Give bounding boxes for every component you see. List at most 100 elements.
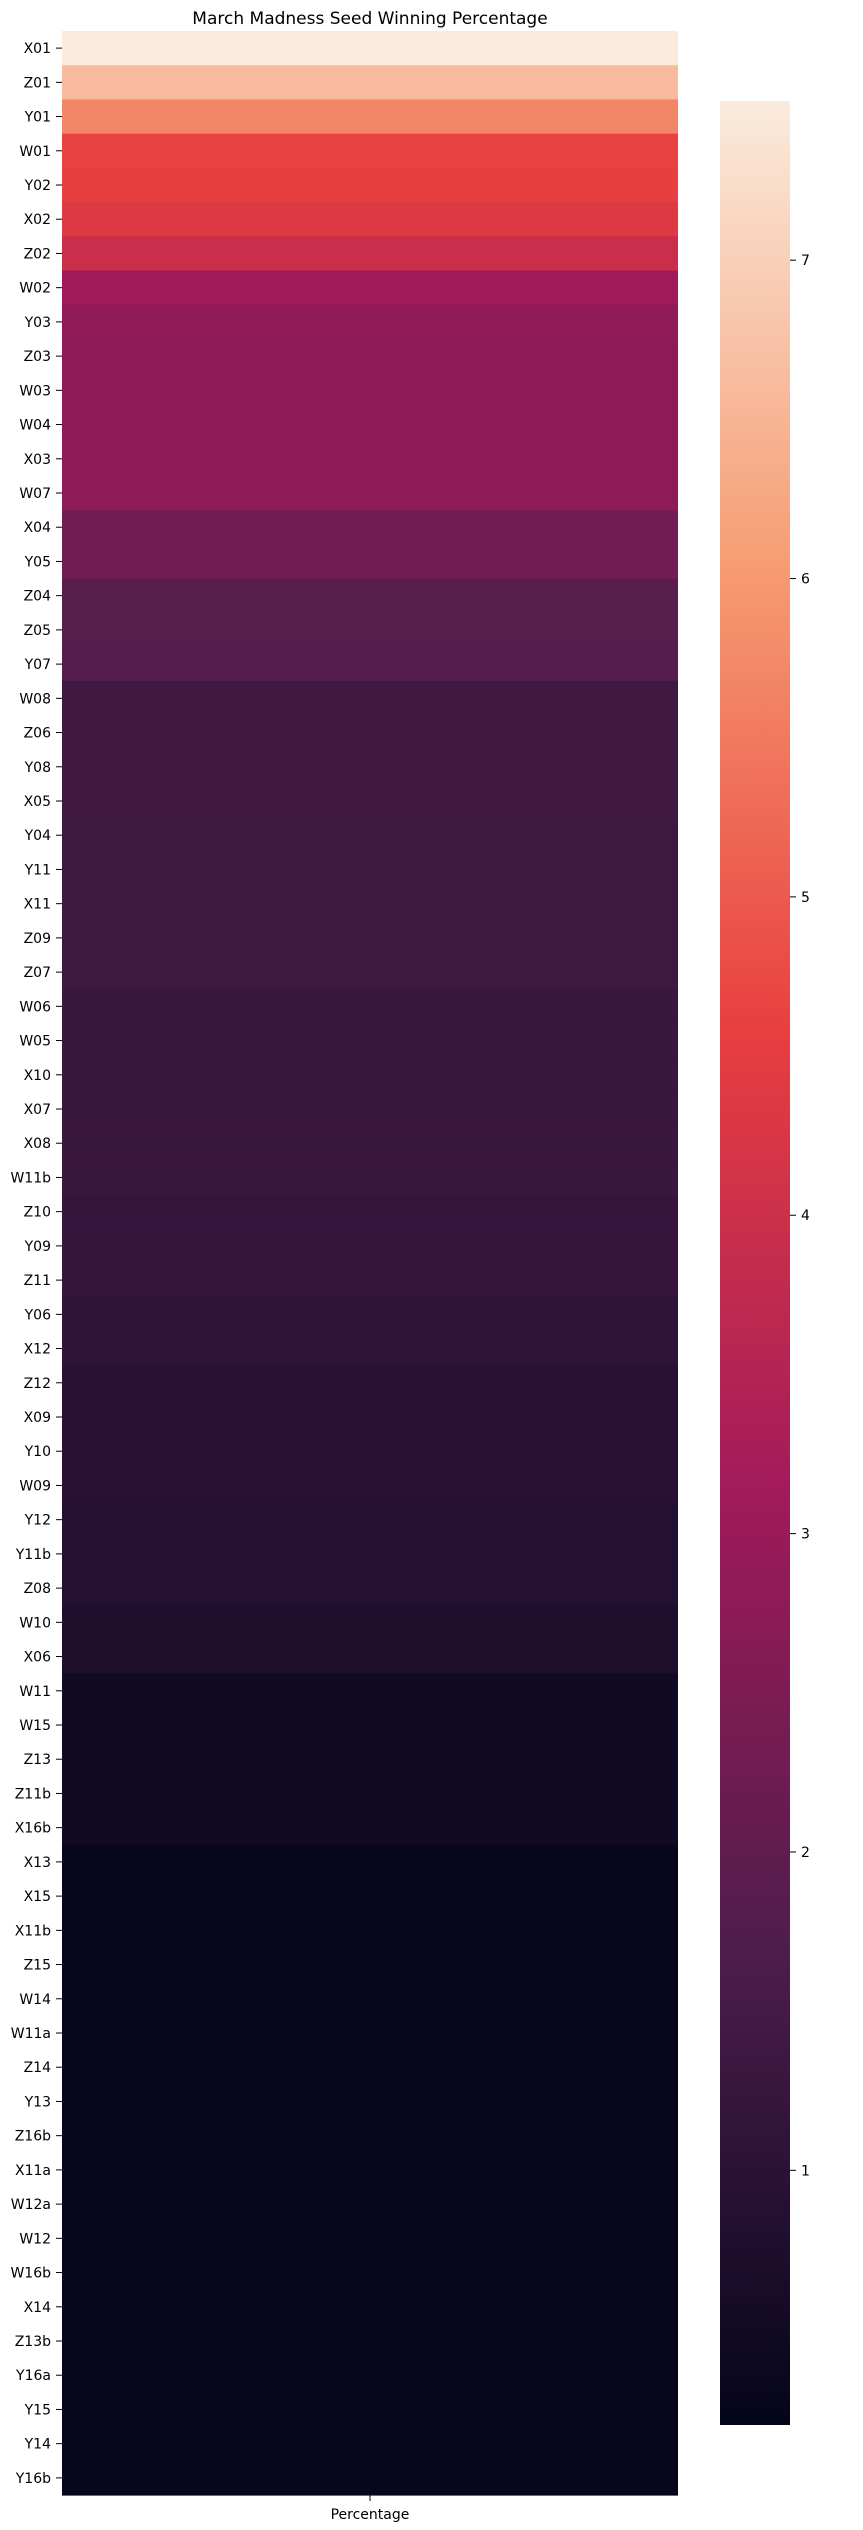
heatmap-cell bbox=[62, 2152, 678, 2188]
heatmap-cell bbox=[62, 578, 678, 614]
heatmap-cell bbox=[62, 681, 678, 717]
y-tick-label: X15 bbox=[24, 1889, 51, 1905]
colorbar-tick-label: 3 bbox=[801, 1527, 810, 1543]
heatmap-cell bbox=[62, 510, 678, 545]
y-tick-label: W11a bbox=[11, 2026, 51, 2042]
y-tick-label: X04 bbox=[24, 520, 51, 536]
heatmap-cell bbox=[62, 202, 678, 237]
heatmap-cell bbox=[62, 1810, 678, 1846]
y-tick-label: Z13b bbox=[15, 2334, 51, 2350]
colorbar-tick-label: 6 bbox=[801, 572, 810, 588]
heatmap-cell bbox=[62, 1673, 678, 1709]
heatmap-cell bbox=[62, 1228, 678, 1264]
heatmap-cell bbox=[62, 1365, 678, 1401]
heatmap-cell bbox=[62, 989, 678, 1025]
heatmap-cell bbox=[62, 1399, 678, 1435]
heatmap-cell bbox=[62, 339, 678, 374]
heatmap-cell bbox=[62, 31, 678, 66]
y-tick-label: Y11 bbox=[24, 862, 51, 878]
heatmap-cell bbox=[62, 2426, 678, 2462]
y-tick-label: W14 bbox=[19, 1992, 51, 2008]
y-tick-label: W11 bbox=[19, 1684, 51, 1700]
y-tick-label: Y12 bbox=[24, 1513, 51, 1529]
heatmap-cell bbox=[62, 2323, 678, 2359]
y-tick-label: Z16b bbox=[15, 2129, 51, 2145]
y-tick-label: X14 bbox=[24, 2300, 51, 2316]
y-tick-label: X11 bbox=[24, 897, 51, 913]
heatmap-cell bbox=[62, 955, 678, 990]
y-tick-label: Y05 bbox=[24, 554, 51, 570]
heatmap-cell bbox=[62, 715, 678, 751]
heatmap-cell bbox=[62, 270, 678, 306]
y-tick-label: Z11 bbox=[24, 1273, 51, 1289]
heatmap-cell bbox=[62, 1263, 678, 1298]
y-tick-label: Y09 bbox=[24, 1239, 51, 1255]
y-tick-label: Y16a bbox=[15, 2368, 51, 2384]
y-tick-label: Y03 bbox=[24, 315, 51, 331]
y-tick-label: Z04 bbox=[24, 589, 51, 605]
heatmap-cell bbox=[62, 818, 678, 853]
colorbar-tick-label: 2 bbox=[801, 1845, 810, 1861]
y-tick-label: Y01 bbox=[24, 110, 51, 126]
heatmap-cell bbox=[62, 304, 678, 340]
y-tick-label: W15 bbox=[19, 1718, 51, 1734]
heatmap-cell bbox=[62, 2118, 678, 2154]
heatmap-cell bbox=[62, 133, 678, 169]
heatmap-cell bbox=[62, 1502, 678, 1538]
y-tick-label: W04 bbox=[19, 418, 51, 434]
y-tick-label: Y14 bbox=[24, 2437, 51, 2453]
y-tick-label: X13 bbox=[24, 1855, 51, 1871]
heatmap-cell bbox=[62, 2358, 678, 2393]
heatmap-cell bbox=[62, 1091, 678, 1127]
x-axis: Percentage bbox=[331, 2495, 410, 2523]
heatmap-cell bbox=[62, 2050, 678, 2085]
y-tick-label: Y16b bbox=[15, 2471, 51, 2487]
heatmap-cell bbox=[62, 1742, 678, 1777]
y-tick-label: Y10 bbox=[24, 1444, 51, 1460]
y-tick-label: Y11b bbox=[15, 1547, 51, 1563]
y-tick-label: X16b bbox=[15, 1821, 51, 1837]
heatmap-cell bbox=[62, 475, 678, 511]
heatmap-cell bbox=[62, 783, 678, 819]
heatmap-cell bbox=[62, 1981, 678, 2017]
y-tick-label: X11b bbox=[15, 1923, 51, 1939]
heatmap-cell bbox=[62, 647, 678, 682]
y-tick-label: Z13 bbox=[24, 1752, 51, 1768]
y-tick-label: X08 bbox=[24, 1136, 51, 1152]
colorbar-tick-label: 1 bbox=[801, 2163, 810, 2179]
y-tick-label: X11a bbox=[15, 2163, 51, 2179]
y-tick-label: Z01 bbox=[24, 75, 51, 91]
y-tick-label: W08 bbox=[19, 691, 51, 707]
y-tick-label: Z12 bbox=[24, 1376, 51, 1392]
heatmap-cell bbox=[62, 2187, 678, 2222]
x-tick-label: Percentage bbox=[331, 2507, 410, 2523]
heatmap-cell bbox=[62, 1913, 678, 1949]
y-tick-label: X01 bbox=[24, 41, 51, 57]
y-axis: X01 Z01 Y01 W01 Y02 X02 Z02 W02 Y03 Z03 W03 W04 X03 W… bbox=[10, 41, 62, 2487]
y-tick-label: Y13 bbox=[24, 2094, 51, 2110]
y-tick-label: W05 bbox=[19, 1034, 51, 1050]
heatmap-cell bbox=[62, 1194, 678, 1230]
heatmap-cell bbox=[62, 1571, 678, 1606]
colorbar-gradient bbox=[720, 101, 790, 2425]
heatmap-cell bbox=[62, 1434, 678, 1469]
heatmap-cell bbox=[62, 1879, 678, 1914]
y-tick-label: Z15 bbox=[24, 1958, 51, 1974]
y-tick-label: W11b bbox=[10, 1170, 51, 1186]
heatmap-cell bbox=[62, 2221, 678, 2257]
heatmap-cell bbox=[62, 373, 678, 409]
heatmap-cell bbox=[62, 2255, 678, 2291]
heatmap-cell bbox=[62, 236, 678, 272]
y-tick-label: Y07 bbox=[24, 657, 51, 673]
y-tick-label: X06 bbox=[24, 1650, 51, 1666]
y-tick-label: Z06 bbox=[24, 726, 51, 742]
y-tick-label: W10 bbox=[19, 1615, 51, 1631]
heatmap-cell bbox=[62, 749, 678, 785]
heatmap-cell bbox=[62, 167, 678, 203]
heatmap-cell bbox=[62, 2460, 678, 2496]
heatmap-cell bbox=[62, 1947, 678, 1983]
y-tick-label: Z05 bbox=[24, 623, 51, 639]
chart-title: March Madness Seed Winning Percentage bbox=[192, 9, 547, 29]
y-tick-label: X10 bbox=[24, 1068, 51, 1084]
